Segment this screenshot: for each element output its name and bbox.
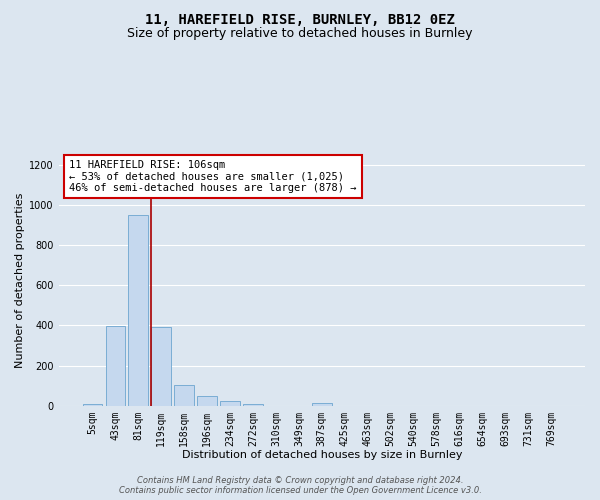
Bar [312,402,332,406]
Text: Size of property relative to detached houses in Burnley: Size of property relative to detached ho… [127,28,473,40]
Text: 11 HAREFIELD RISE: 106sqm
← 53% of detached houses are smaller (1,025)
46% of se: 11 HAREFIELD RISE: 106sqm ← 53% of detac… [69,160,356,193]
Bar [220,402,240,406]
Bar [175,384,194,406]
Text: 11, HAREFIELD RISE, BURNLEY, BB12 0EZ: 11, HAREFIELD RISE, BURNLEY, BB12 0EZ [145,12,455,26]
Bar [128,215,148,406]
Text: Contains HM Land Registry data © Crown copyright and database right 2024.
Contai: Contains HM Land Registry data © Crown c… [119,476,481,495]
X-axis label: Distribution of detached houses by size in Burnley: Distribution of detached houses by size … [182,450,462,460]
Bar [197,396,217,406]
Y-axis label: Number of detached properties: Number of detached properties [15,192,25,368]
Bar [243,404,263,406]
Bar [151,328,171,406]
Bar [83,404,102,406]
Bar [106,326,125,406]
